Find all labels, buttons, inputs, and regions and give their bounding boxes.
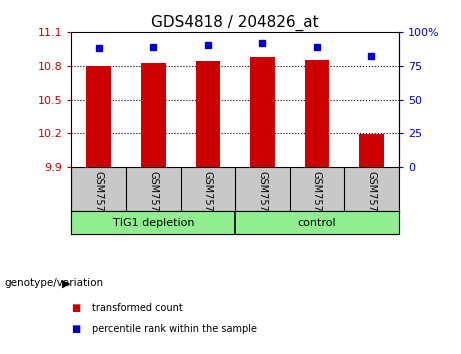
Text: GSM757755: GSM757755 (257, 171, 267, 230)
Text: GSM757757: GSM757757 (366, 171, 377, 230)
Text: ■: ■ (71, 303, 81, 313)
Text: GSM757756: GSM757756 (312, 171, 322, 230)
Text: ▶: ▶ (62, 278, 71, 288)
Bar (141, 63, 165, 167)
Bar (195, 61, 220, 167)
Text: transformed count: transformed count (92, 303, 183, 313)
Bar (250, 57, 275, 167)
Bar (359, 135, 384, 167)
Title: GDS4818 / 204826_at: GDS4818 / 204826_at (151, 14, 319, 30)
Text: TIG1 depletion: TIG1 depletion (112, 218, 194, 228)
Text: genotype/variation: genotype/variation (5, 278, 104, 288)
Text: GSM757760: GSM757760 (203, 171, 213, 230)
Text: GSM757759: GSM757759 (148, 171, 158, 230)
Text: GSM757758: GSM757758 (94, 171, 104, 230)
Bar (305, 60, 329, 167)
Text: ■: ■ (71, 324, 81, 334)
Text: percentile rank within the sample: percentile rank within the sample (92, 324, 257, 334)
Bar (71, 211, 235, 234)
Bar (235, 211, 399, 234)
Text: control: control (298, 218, 336, 228)
Bar (87, 66, 111, 167)
